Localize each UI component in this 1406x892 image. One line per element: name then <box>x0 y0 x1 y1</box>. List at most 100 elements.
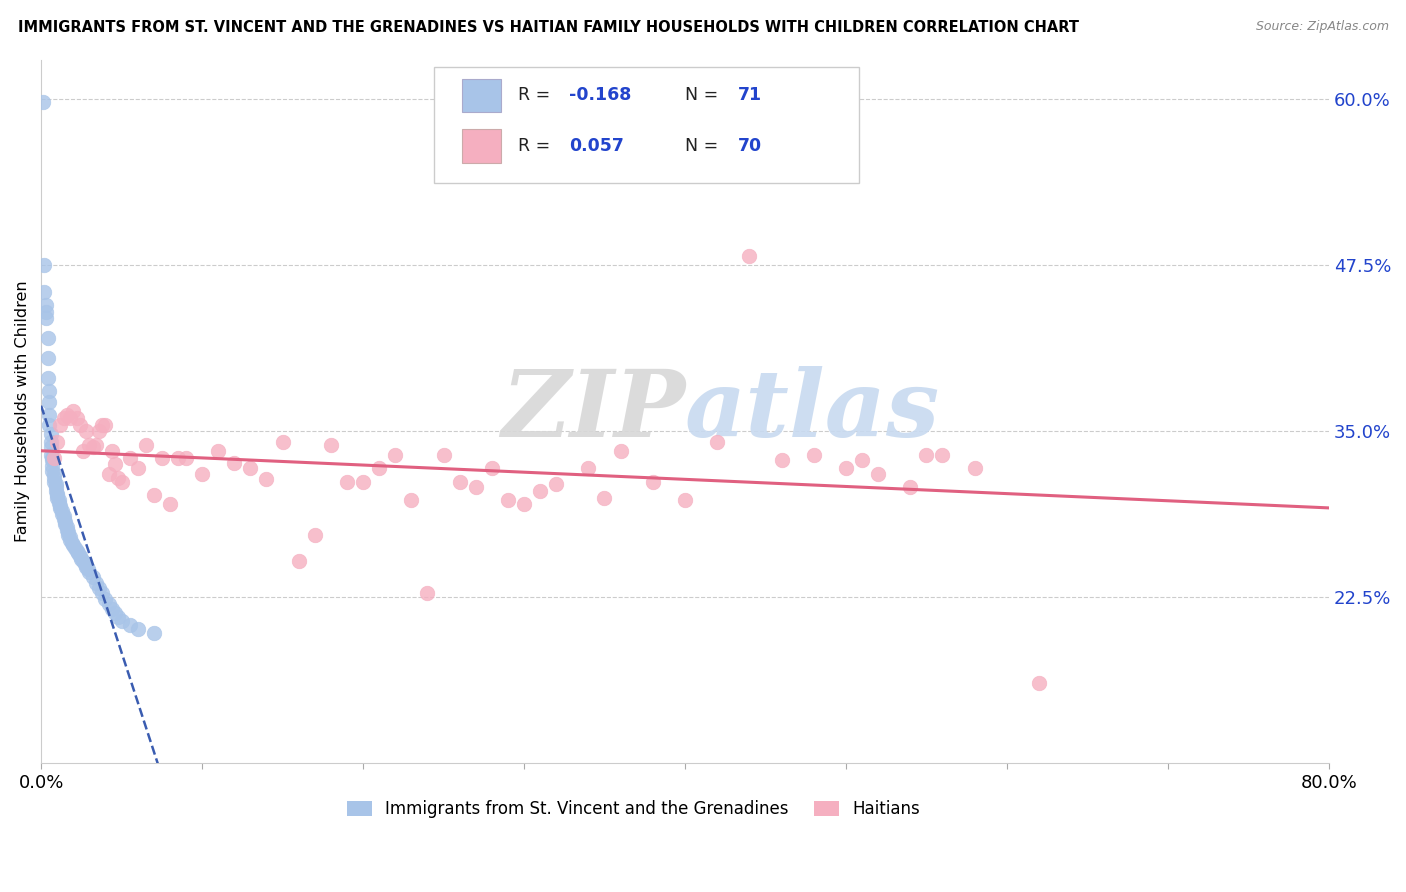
Point <box>336 475 359 489</box>
Point <box>110 475 132 489</box>
Point <box>49 501 72 516</box>
Point <box>142 488 165 502</box>
Point <box>87 424 110 438</box>
Point <box>41 464 63 478</box>
Point <box>41 450 63 465</box>
Point <box>868 467 890 481</box>
Point <box>304 528 326 542</box>
Point <box>38 395 60 409</box>
Point <box>75 424 97 438</box>
Point <box>37 331 59 345</box>
Point <box>110 614 132 628</box>
Point <box>69 549 91 563</box>
Point <box>101 444 124 458</box>
Point <box>59 533 82 548</box>
FancyBboxPatch shape <box>463 78 501 112</box>
Text: R =: R = <box>517 137 555 155</box>
Point <box>97 597 120 611</box>
Point <box>58 525 80 540</box>
Point <box>609 444 631 458</box>
Point <box>239 461 262 475</box>
Point <box>41 458 63 473</box>
Point <box>368 461 391 475</box>
Text: 71: 71 <box>738 87 762 104</box>
Point <box>59 531 82 545</box>
Point <box>39 426 62 441</box>
Point <box>60 535 83 549</box>
Point <box>58 528 80 542</box>
Point <box>79 565 101 579</box>
Point <box>52 509 75 524</box>
Point <box>46 488 69 502</box>
Text: -0.168: -0.168 <box>569 87 631 104</box>
Point <box>898 480 921 494</box>
Point <box>73 557 96 571</box>
Point <box>673 493 696 508</box>
Point <box>207 444 229 458</box>
Point <box>529 483 551 498</box>
Legend: Immigrants from St. Vincent and the Grenadines, Haitians: Immigrants from St. Vincent and the Gren… <box>340 794 927 825</box>
Point <box>63 541 86 555</box>
Text: 0.057: 0.057 <box>569 137 624 155</box>
Point <box>42 467 65 481</box>
Point <box>384 448 406 462</box>
Point <box>48 493 70 508</box>
Point <box>159 497 181 511</box>
Point <box>37 371 59 385</box>
Point <box>770 453 793 467</box>
Point <box>49 417 72 432</box>
Point <box>118 450 141 465</box>
Text: 70: 70 <box>738 137 762 155</box>
Point <box>42 475 65 489</box>
Point <box>931 448 953 462</box>
Point <box>738 249 761 263</box>
Point <box>42 450 65 465</box>
Point <box>67 546 90 560</box>
Point <box>56 523 79 537</box>
Point <box>34 285 56 299</box>
Point <box>107 471 129 485</box>
Point <box>963 461 986 475</box>
Point <box>45 477 67 491</box>
Point <box>127 461 149 475</box>
Point <box>79 437 101 451</box>
Point <box>641 475 664 489</box>
Point <box>35 305 58 319</box>
Point <box>34 258 56 272</box>
Point <box>94 591 117 606</box>
Text: atlas: atlas <box>685 367 941 457</box>
Point <box>75 559 97 574</box>
Point <box>49 499 72 513</box>
Point <box>127 622 149 636</box>
Point <box>101 602 124 616</box>
Point <box>803 448 825 462</box>
Point <box>38 417 60 432</box>
Point <box>48 496 70 510</box>
Point <box>593 491 616 505</box>
Point <box>46 491 69 505</box>
Point <box>56 520 79 534</box>
Point <box>62 538 84 552</box>
Point <box>546 477 568 491</box>
Point <box>481 461 503 475</box>
Point <box>94 417 117 432</box>
Point <box>576 461 599 475</box>
Point <box>84 437 107 451</box>
Point <box>835 461 858 475</box>
Point <box>91 417 114 432</box>
Point <box>271 434 294 449</box>
Point <box>52 411 75 425</box>
FancyBboxPatch shape <box>434 67 859 183</box>
Point <box>38 409 60 423</box>
Point <box>62 404 84 418</box>
Point <box>87 581 110 595</box>
Point <box>56 409 79 423</box>
Text: N =: N = <box>685 137 724 155</box>
Point <box>97 467 120 481</box>
Point <box>51 504 73 518</box>
Point <box>1028 676 1050 690</box>
Point <box>191 467 214 481</box>
Point <box>39 434 62 449</box>
Point <box>35 311 58 326</box>
Point <box>45 483 67 498</box>
